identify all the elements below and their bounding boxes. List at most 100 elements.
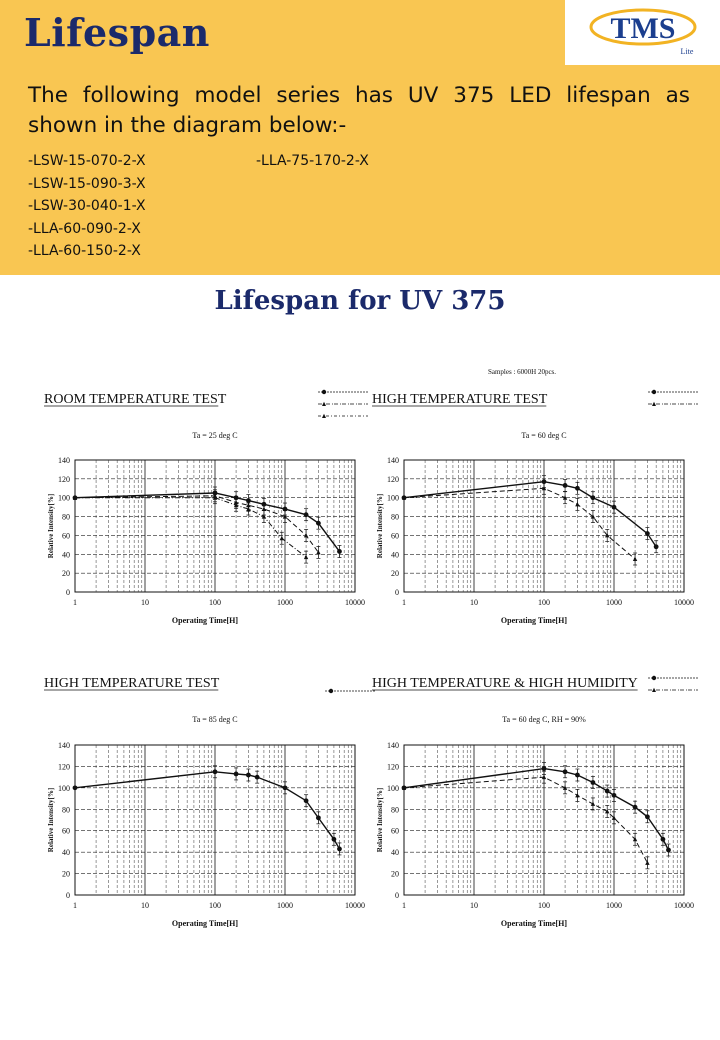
- data-point: [541, 485, 547, 491]
- y-tick-label: 0: [66, 891, 70, 900]
- data-point: [653, 544, 659, 550]
- data-point: [541, 774, 547, 780]
- legend-marker: [651, 389, 657, 395]
- x-tick-label: 1: [73, 901, 77, 910]
- data-point: [246, 506, 251, 512]
- model-list-left: -LSW-15-070-2-X -LSW-15-090-3-X -LSW-30-04…: [28, 150, 146, 263]
- data-point: [261, 506, 267, 512]
- y-tick-label: 100: [387, 494, 399, 503]
- lifespan-charts: Samples : 6000H 20pcs. ROOM TEMPERATURE …: [44, 368, 698, 928]
- data-point: [605, 533, 610, 538]
- legend-marker: [322, 413, 326, 418]
- tms-logo-graphic: TMS Lite: [589, 8, 697, 56]
- y-tick-label: 80: [391, 513, 399, 522]
- data-point: [644, 814, 650, 820]
- y-tick-label: 120: [387, 762, 399, 771]
- data-point: [590, 514, 596, 519]
- y-tick-label: 20: [391, 870, 399, 879]
- data-point: [315, 520, 321, 526]
- data-point: [645, 860, 650, 865]
- data-point: [574, 772, 580, 778]
- y-tick-label: 0: [66, 588, 70, 597]
- y-tick-label: 100: [387, 784, 399, 793]
- x-tick-label: 100: [209, 901, 221, 910]
- y-axis-label: Relative Intensity[%]: [376, 788, 384, 852]
- series-line: [403, 480, 657, 548]
- data-point: [575, 792, 580, 798]
- data-point: [279, 535, 284, 541]
- x-tick-label: 10: [470, 598, 478, 607]
- legend-marker: [652, 687, 656, 692]
- data-point: [541, 766, 547, 771]
- x-tick-label: 10: [470, 901, 478, 910]
- chart-title: HIGH TEMPERATURE & HIGH HUMIDITY: [372, 676, 638, 691]
- model-item: -LSW-15-070-2-X: [28, 153, 146, 169]
- model-list-right: -LLA-75-170-2-X: [256, 150, 369, 173]
- data-point: [632, 804, 638, 810]
- chart-condition: Ta = 60 deg C: [521, 431, 566, 440]
- series-line: [74, 495, 319, 553]
- y-tick-label: 40: [62, 848, 70, 857]
- model-item: -LLA-75-170-2-X: [256, 153, 369, 169]
- x-tick-label: 100: [538, 901, 550, 910]
- x-axis-label: Operating Time[H]: [172, 616, 238, 625]
- data-point: [72, 785, 78, 791]
- data-point: [574, 485, 580, 491]
- x-axis-label: Operating Time[H]: [501, 919, 567, 928]
- data-point: [611, 504, 617, 510]
- model-item: -LSW-15-090-3-X: [28, 175, 146, 192]
- data-point: [632, 836, 638, 842]
- x-axis-label: Operating Time[H]: [172, 919, 238, 928]
- x-tick-label: 1: [402, 901, 406, 910]
- y-tick-label: 20: [62, 569, 70, 578]
- y-axis-label: Relative Intensity[%]: [376, 494, 384, 558]
- model-item: -LLA-60-090-2-X: [28, 220, 141, 237]
- y-tick-label: 60: [391, 827, 399, 836]
- y-axis-label: Relative Intensity[%]: [47, 494, 55, 558]
- data-point: [337, 549, 342, 554]
- data-point: [233, 502, 239, 508]
- chart-panel: ROOM TEMPERATURE TEST Ta = 25 deg C 0 20 40 6…: [44, 389, 368, 625]
- x-tick-label: 10000: [345, 901, 365, 910]
- y-tick-label: 140: [58, 741, 70, 750]
- data-point: [316, 550, 321, 555]
- data-point: [590, 801, 596, 806]
- legend-marker: [322, 401, 326, 406]
- data-point: [212, 769, 218, 775]
- data-point: [303, 512, 309, 518]
- y-tick-label: 60: [62, 827, 70, 836]
- model-item: -LLA-60-150-2-X: [28, 243, 141, 259]
- y-tick-label: 60: [62, 531, 70, 540]
- data-point: [212, 495, 218, 500]
- y-tick-label: 80: [391, 805, 399, 814]
- data-point: [590, 495, 596, 501]
- data-point: [303, 533, 309, 538]
- x-tick-label: 1000: [606, 598, 622, 607]
- x-tick-label: 1: [402, 598, 406, 607]
- model-item: -LSW-30-040-1-X: [28, 198, 146, 214]
- data-point: [72, 495, 78, 500]
- y-tick-label: 0: [395, 588, 399, 597]
- chart-panel: HIGH TEMPERATURE & HIGH HUMIDITY Ta = 60 …: [372, 675, 698, 928]
- y-tick-label: 80: [62, 513, 70, 522]
- x-tick-label: 100: [538, 598, 550, 607]
- x-tick-label: 1000: [277, 901, 293, 910]
- page-title: Lifespan: [24, 10, 210, 55]
- legend-marker: [321, 389, 327, 395]
- logo-subtext: Lite: [681, 47, 694, 56]
- chart-title: HIGH TEMPERATURE TEST: [44, 676, 220, 691]
- chart-title: ROOM TEMPERATURE TEST: [44, 392, 227, 407]
- y-tick-label: 140: [387, 456, 399, 465]
- x-tick-label: 10000: [674, 598, 694, 607]
- data-point: [590, 780, 596, 785]
- data-point: [575, 501, 580, 507]
- lifespan-figure: Samples : 6000H 20pcs. ROOM TEMPERATURE …: [0, 350, 720, 950]
- data-point: [261, 514, 267, 519]
- data-point: [666, 847, 671, 853]
- y-tick-label: 120: [58, 475, 70, 484]
- data-point: [401, 785, 407, 790]
- header-banner: Lifespan TMS Lite The following model se…: [0, 0, 720, 275]
- data-point: [315, 815, 321, 821]
- data-point: [611, 815, 617, 820]
- data-point: [660, 836, 666, 842]
